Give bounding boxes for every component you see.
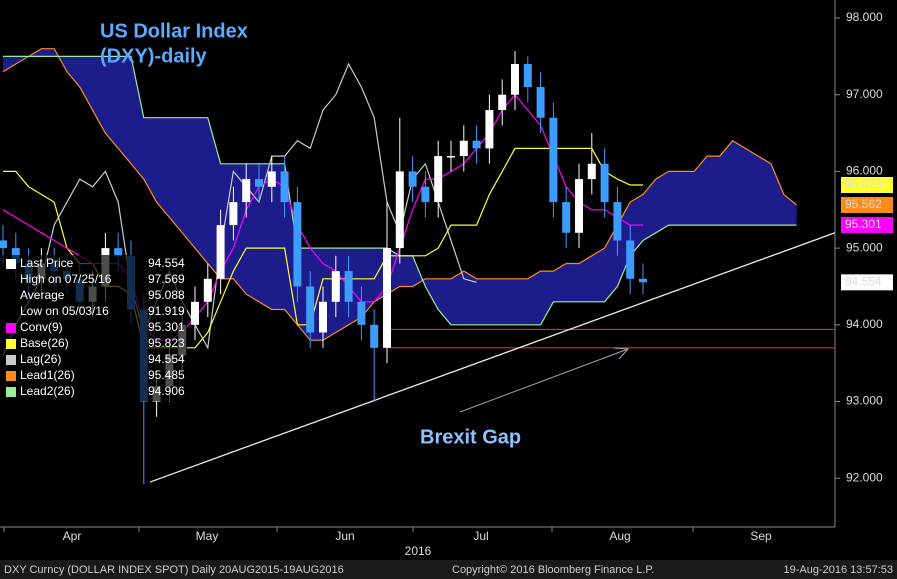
- candle-body: [434, 156, 443, 203]
- candle-body: [562, 202, 571, 233]
- legend-label: Average: [20, 288, 65, 302]
- candle-body: [408, 171, 417, 187]
- legend-swatch: [6, 323, 16, 333]
- candle-body: [319, 301, 327, 333]
- annotation: Brexit Gap: [420, 426, 521, 448]
- year-label: 2016: [405, 544, 432, 558]
- candle-body: [421, 186, 430, 203]
- legend-value: 95.485: [148, 368, 185, 382]
- candle-body: [587, 163, 596, 180]
- candle-body: [242, 179, 251, 203]
- candle-body: [0, 240, 7, 249]
- legend-label: Conv(9): [20, 320, 63, 334]
- legend-value: 97.569: [148, 272, 185, 286]
- x-tick-label: Sep: [750, 529, 772, 543]
- candle-body: [229, 202, 238, 226]
- legend-value: 94.554: [148, 256, 185, 270]
- candle-body: [485, 110, 494, 149]
- annotation-arrow: [459, 348, 629, 413]
- legend-label: Lag(26): [20, 352, 61, 366]
- candle-body: [511, 64, 519, 95]
- candle-body: [344, 271, 353, 302]
- legend-label: Last Price: [20, 256, 74, 270]
- legend-label: Base(26): [20, 336, 69, 350]
- chart-title: US Dollar Index: [100, 20, 248, 42]
- value-box: [841, 274, 893, 291]
- legend-bg: [2, 255, 187, 401]
- candle-body: [472, 140, 481, 149]
- candle-body: [613, 202, 622, 241]
- x-tick-label: Jun: [335, 529, 354, 543]
- x-tick-label: May: [196, 529, 219, 543]
- candle-body: [203, 278, 212, 302]
- legend-value: 95.823: [148, 336, 185, 350]
- candle-body: [459, 140, 468, 157]
- value-box: [841, 197, 893, 214]
- legend-value: 94.906: [148, 384, 185, 398]
- candle-body: [639, 278, 647, 283]
- y-tick-label: 92.000: [846, 470, 883, 484]
- candle-body: [280, 171, 289, 203]
- x-tick-label: Apr: [63, 529, 82, 543]
- x-tick-label: Jul: [473, 529, 488, 543]
- footer-bar: [0, 560, 897, 579]
- footer-center: Copyright© 2016 Bloomberg Finance L.P.: [452, 564, 654, 576]
- candle-body: [331, 271, 340, 302]
- y-tick-label: 98.000: [846, 10, 883, 24]
- y-tick-label: 96.000: [846, 164, 883, 178]
- candle-body: [267, 171, 276, 187]
- candle-body: [306, 286, 315, 333]
- trendline: [149, 232, 836, 483]
- candle-body: [395, 171, 404, 249]
- legend-label: Lead1(26): [20, 368, 75, 382]
- value-box-label: 95.562: [845, 197, 882, 211]
- candle-body: [216, 225, 225, 279]
- candle-body: [114, 248, 123, 256]
- legend-swatch: [6, 387, 16, 397]
- candle-body: [383, 248, 391, 348]
- candle-body: [255, 179, 263, 187]
- value-box-label: 95.301: [845, 217, 882, 231]
- y-tick-label: 93.000: [846, 394, 883, 408]
- x-tick-label: Aug: [609, 529, 630, 543]
- indicator-line: [2, 48, 797, 341]
- value-box-label: 94.554: [845, 275, 882, 289]
- legend-label: Low on 05/03/16: [20, 304, 109, 318]
- arrowhead: [613, 347, 630, 360]
- y-tick-label: 94.000: [846, 317, 883, 331]
- legend-swatch: [6, 371, 16, 381]
- footer-right: 19-Aug-2016 13:57:53: [784, 564, 893, 576]
- footer-left: DXY Curncy (DOLLAR INDEX SPOT) Daily 20A…: [4, 564, 344, 576]
- y-tick-label: 97.000: [846, 87, 883, 101]
- legend-swatch: [6, 355, 16, 365]
- value-box-label: 95.823: [845, 177, 882, 191]
- candle-body: [523, 64, 532, 88]
- cloud-fill: [3, 48, 797, 341]
- legend-label: Lead2(26): [20, 384, 75, 398]
- candle-body: [549, 117, 558, 203]
- candle-body: [626, 240, 635, 279]
- legend-value: 95.301: [148, 320, 185, 334]
- chart-title: (DXY)-daily: [100, 45, 208, 67]
- candle-body: [498, 94, 507, 111]
- candle-body: [536, 87, 545, 118]
- candle-body: [191, 301, 199, 325]
- legend-label: High on 07/25/16: [20, 272, 112, 286]
- candle-body: [447, 156, 455, 158]
- candle-body: [370, 324, 379, 348]
- value-box: [841, 217, 893, 234]
- legend-swatch: [6, 339, 16, 349]
- y-tick-label: 95.000: [846, 240, 883, 254]
- legend-value: 94.554: [148, 352, 185, 366]
- candle-body: [575, 179, 583, 233]
- candle-body: [293, 202, 302, 287]
- candle-body: [600, 163, 609, 203]
- candle-body: [357, 301, 366, 325]
- legend-value: 95.088: [148, 288, 185, 302]
- legend-swatch: [6, 259, 16, 269]
- legend-value: 91.919: [148, 304, 185, 318]
- value-box: [841, 176, 893, 193]
